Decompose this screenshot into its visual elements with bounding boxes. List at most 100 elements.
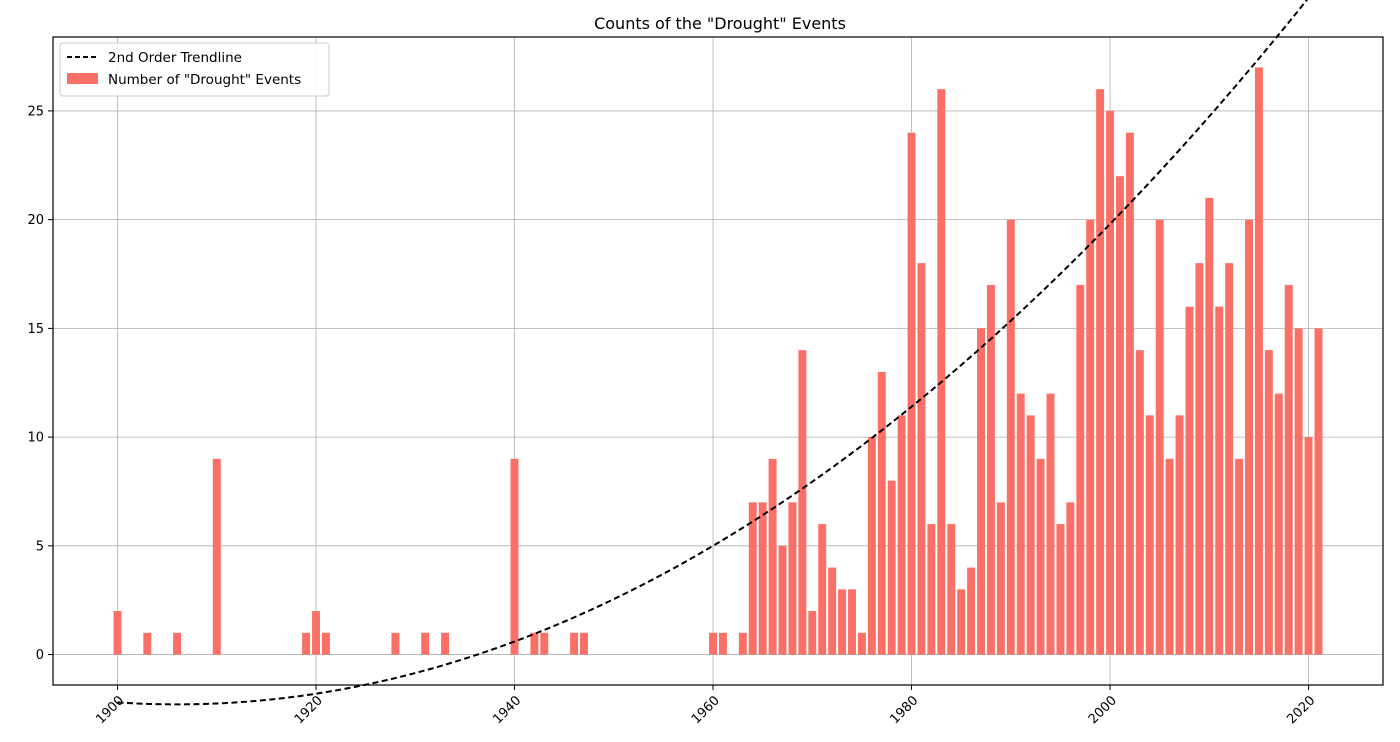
- bar: [1284, 284, 1293, 655]
- bar: [738, 632, 747, 655]
- bar: [1254, 67, 1263, 655]
- bar: [510, 458, 519, 655]
- y-tick-label: 15: [27, 322, 44, 337]
- y-tick-label: 5: [36, 539, 44, 554]
- bar: [143, 632, 152, 655]
- bar: [957, 589, 966, 655]
- bar: [1145, 415, 1154, 655]
- bar: [1225, 263, 1234, 655]
- bar: [580, 632, 588, 655]
- bar: [977, 328, 985, 655]
- bar: [828, 567, 837, 655]
- bar: [798, 350, 807, 655]
- bar: [312, 611, 320, 655]
- bar: [1205, 197, 1214, 655]
- bar: [1135, 350, 1144, 655]
- bar: [967, 567, 976, 655]
- bar: [897, 415, 906, 655]
- bar: [1195, 263, 1204, 655]
- x-tick-label: 2020: [1284, 693, 1318, 727]
- chart-title: Counts of the "Drought" Events: [594, 14, 846, 33]
- bar: [986, 284, 995, 655]
- bar: [748, 502, 757, 655]
- bar: [947, 524, 956, 655]
- bar: [1066, 502, 1075, 655]
- bar: [212, 458, 221, 655]
- bar: [1106, 110, 1115, 655]
- trendline: [117, 0, 1309, 706]
- bar: [1076, 284, 1085, 655]
- bar: [857, 632, 866, 655]
- bar: [887, 480, 896, 655]
- bar: [838, 589, 847, 655]
- bar: [848, 589, 856, 655]
- bar: [302, 632, 311, 655]
- bar: [441, 632, 450, 655]
- bar: [1006, 219, 1015, 655]
- bar: [173, 632, 182, 655]
- bar: [1185, 306, 1194, 655]
- bar: [1116, 176, 1124, 655]
- bar: [937, 89, 946, 655]
- bar: [1314, 328, 1323, 655]
- bar: [788, 502, 797, 655]
- y-tick-label: 25: [27, 104, 44, 119]
- bar: [1215, 306, 1224, 655]
- bar: [1294, 328, 1303, 655]
- bar: [1304, 437, 1313, 655]
- bar: [907, 132, 916, 655]
- legend-label-trendline: 2nd Order Trendline: [108, 50, 242, 66]
- legend: 2nd Order Trendline Number of "Drought" …: [59, 42, 330, 97]
- y-tick-label: 0: [36, 648, 44, 663]
- bar: [808, 611, 817, 655]
- bar: [778, 545, 787, 655]
- x-tick-label: 1940: [490, 693, 524, 727]
- bar: [321, 632, 330, 655]
- bar: [1086, 219, 1095, 655]
- bar: [1036, 458, 1045, 655]
- bar: [1165, 458, 1174, 655]
- axes-frame: [52, 36, 1384, 686]
- bar: [768, 458, 777, 655]
- bar: [1274, 393, 1283, 655]
- bar: [540, 632, 549, 655]
- bar: [1235, 458, 1244, 655]
- bars: [113, 67, 1323, 655]
- bar: [1175, 415, 1184, 655]
- bar: [1264, 350, 1273, 655]
- x-tick-label: 1960: [689, 693, 723, 727]
- bar: [867, 437, 876, 655]
- bar: [1125, 132, 1134, 655]
- bar: [718, 632, 727, 655]
- y-tick-label: 10: [27, 431, 44, 446]
- bar: [709, 632, 718, 655]
- y-axis: 0 5 10 15 20 25: [27, 104, 53, 663]
- bar: [877, 371, 886, 655]
- bar: [113, 611, 122, 655]
- x-tick-label: 1900: [93, 693, 127, 727]
- bar: [391, 632, 400, 655]
- legend-bar-swatch: [67, 73, 98, 84]
- legend-box: [59, 42, 330, 97]
- bar: [1096, 89, 1105, 655]
- bar: [421, 632, 430, 655]
- bar: [996, 502, 1005, 655]
- x-axis: 1900 1920 1940 1960 1980 2000 2020: [93, 685, 1318, 727]
- bar: [1046, 393, 1055, 655]
- bar: [927, 524, 936, 655]
- x-tick-label: 2000: [1086, 693, 1120, 727]
- y-tick-label: 20: [27, 213, 44, 228]
- trendline-path: [117, 0, 1309, 706]
- bar: [818, 524, 827, 655]
- x-tick-label: 1920: [292, 693, 326, 727]
- bar: [758, 502, 767, 655]
- bar: [1016, 393, 1025, 655]
- bar: [1026, 415, 1035, 655]
- bar: [1155, 219, 1164, 655]
- x-tick-label: 1980: [887, 693, 921, 727]
- legend-label-bars: Number of "Drought" Events: [108, 72, 301, 88]
- bar: [530, 632, 539, 655]
- bar: [1056, 524, 1065, 655]
